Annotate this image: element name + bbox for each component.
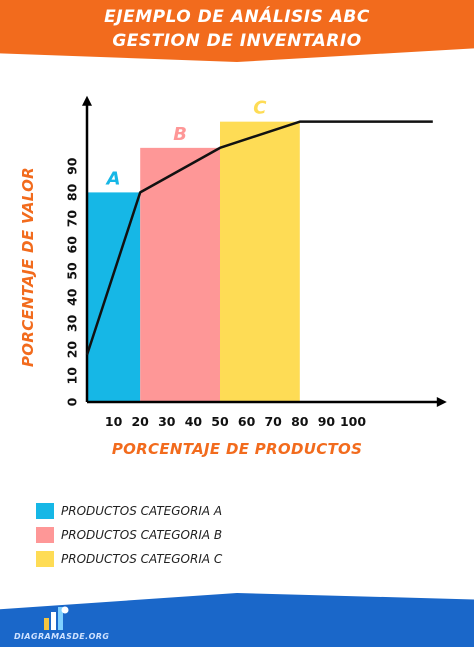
y-tick-label-20: 20 [65,341,80,359]
legend-swatch-a [36,503,54,519]
x-tick-label-70: 70 [264,414,282,429]
y-tick-label-70: 70 [65,210,80,228]
y-tick-label-90: 90 [65,157,80,175]
page-subtitle: GESTION DE INVENTARIO [112,31,362,51]
page-title: EJEMPLO DE ANÁLISIS ABC [104,7,370,27]
x-axis-label: PORCENTAJE DE PRODUCTOS [111,440,363,458]
x-tick-label-50: 50 [211,414,229,429]
x-tick-label-100: 100 [340,414,366,429]
bar-label-a: A [105,168,121,189]
y-tick-label-0: 0 [65,397,80,406]
legend-label-b: PRODUCTOS CATEGORIA B [61,528,223,542]
x-tick-label-60: 60 [238,414,256,429]
bar-a [87,192,141,402]
y-tick-label-50: 50 [65,262,80,280]
legend-item-a: PRODUCTOS CATEGORIA A [36,499,222,523]
legend-swatch-b [36,527,54,543]
bar-chart-icon [44,606,69,630]
legend-label-c: PRODUCTOS CATEGORIA C [61,552,223,566]
cumulative-line [85,120,433,356]
bar-label-c: C [253,98,267,119]
x-tick-label-90: 90 [318,414,336,429]
legend-item-b: PRODUCTOS CATEGORIA B [36,523,222,547]
y-tick-label-60: 60 [65,236,80,254]
brand-logo[interactable]: DIAGRAMASDE.ORG [14,604,114,644]
y-tick-label-30: 30 [65,314,80,332]
x-tick-label-20: 20 [131,414,149,429]
x-tick-label-30: 30 [158,414,176,429]
brand-name: DIAGRAMASDE.ORG [14,632,110,641]
x-axis-arrow [436,397,447,407]
x-tick-label-10: 10 [105,414,123,429]
y-axis-arrow [82,95,92,106]
y-tick-label-80: 80 [65,183,80,201]
header-banner: EJEMPLO DE ANÁLISIS ABC GESTION DE INVEN… [0,0,474,62]
y-axis-label: PORCENTAJE DE VALOR [19,167,37,367]
legend: PRODUCTOS CATEGORIA A PRODUCTOS CATEGORI… [36,499,222,571]
legend-item-c: PRODUCTOS CATEGORIA C [36,547,222,571]
x-tick-label-80: 80 [291,414,309,429]
bar-b [140,147,220,402]
y-tick-label-10: 10 [65,367,80,385]
legend-label-a: PRODUCTOS CATEGORIA A [61,504,223,518]
bar-label-b: B [173,124,187,145]
y-tick-label-40: 40 [65,288,80,306]
legend-swatch-c [36,551,54,567]
bar-c [220,121,300,402]
x-tick-label-40: 40 [185,414,203,429]
abc-chart: A B C 10 20 30 40 50 60 70 80 90 100 0 10 20 30 40 50 60 70 8… [65,95,447,429]
